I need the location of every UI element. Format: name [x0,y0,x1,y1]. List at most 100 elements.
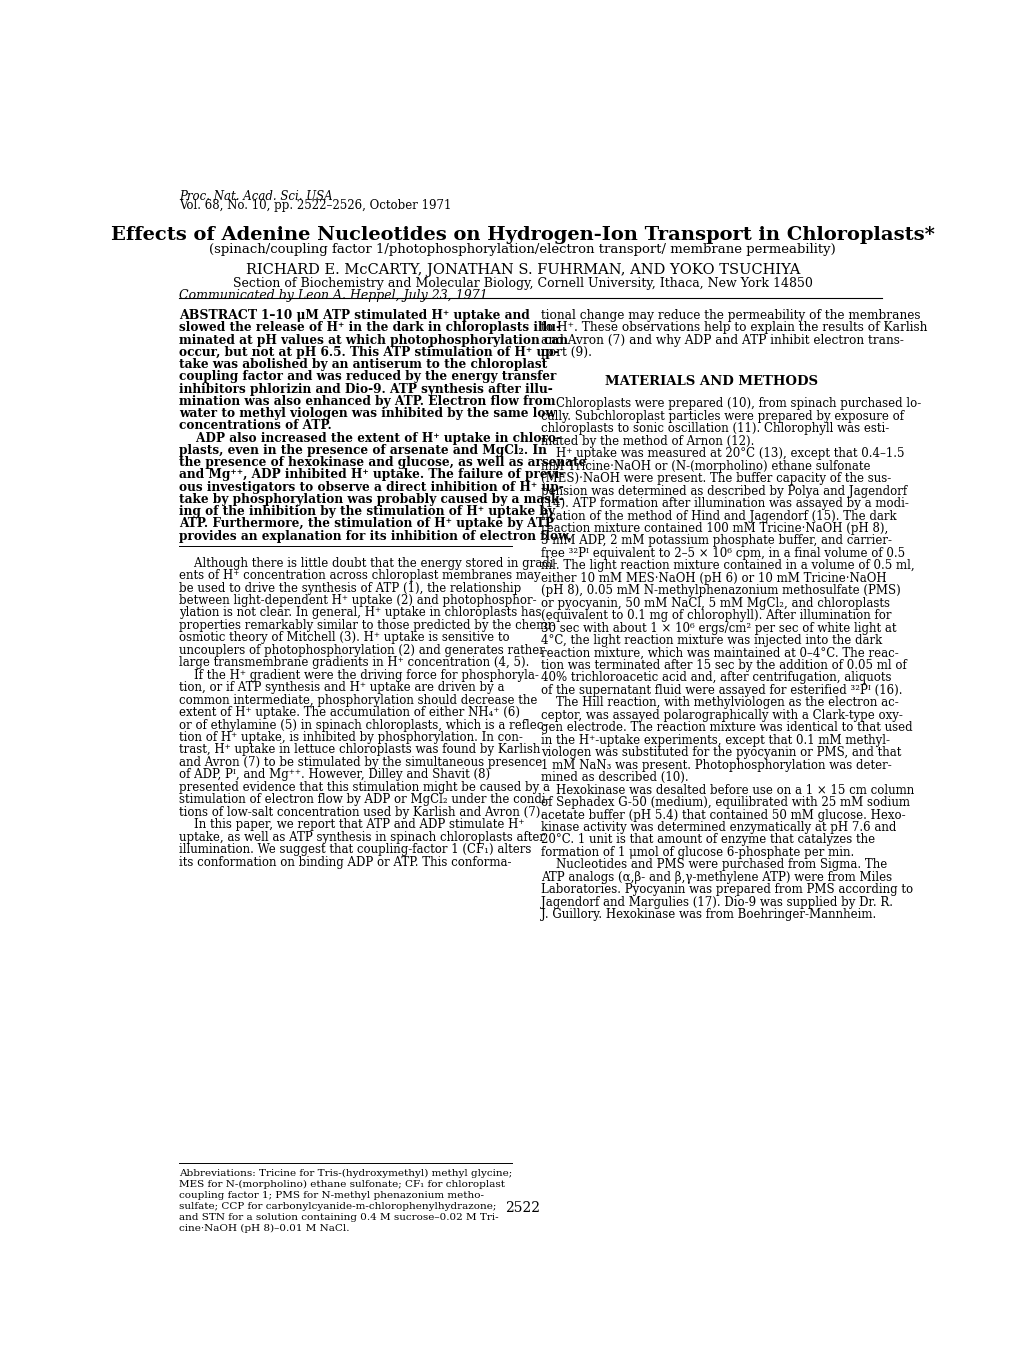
Text: provides an explanation for its inhibition of electron flow.: provides an explanation for its inhibiti… [178,529,571,543]
Text: in the H⁺-uptake experiments, except that 0.1 mM methyl-: in the H⁺-uptake experiments, except tha… [540,733,889,747]
Text: and Mg⁺⁺, ADP inhibited H⁺ uptake. The failure of previ-: and Mg⁺⁺, ADP inhibited H⁺ uptake. The f… [178,469,564,481]
Text: MATERIALS AND METHODS: MATERIALS AND METHODS [604,376,817,388]
Text: MES for N-(morpholino) ethane sulfonate; CF₁ for chloroplast: MES for N-(morpholino) ethane sulfonate;… [178,1179,504,1189]
Text: (MES)·NaOH were present. The buffer capacity of the sus-: (MES)·NaOH were present. The buffer capa… [540,472,891,485]
Text: cine·NaOH (pH 8)–0.01 M NaCl.: cine·NaOH (pH 8)–0.01 M NaCl. [178,1224,350,1233]
Text: kinase activity was determined enzymatically at pH 7.6 and: kinase activity was determined enzymatic… [540,821,896,834]
Text: Abbreviations: Tricine for Tris-(hydroxymethyl) methyl glycine;: Abbreviations: Tricine for Tris-(hydroxy… [178,1168,512,1178]
Text: and Avron (7) and why ADP and ATP inhibit electron trans-: and Avron (7) and why ADP and ATP inhibi… [540,333,903,347]
Text: free ³²Pᴵ equivalent to 2–5 × 10⁶ cpm, in a final volume of 0.5: free ³²Pᴵ equivalent to 2–5 × 10⁶ cpm, i… [540,547,904,559]
Text: its conformation on binding ADP or ATP. This conforma-: its conformation on binding ADP or ATP. … [178,856,511,869]
Text: coupling factor 1; PMS for N-methyl phenazonium metho-: coupling factor 1; PMS for N-methyl phen… [178,1190,483,1200]
Text: mined as described (10).: mined as described (10). [540,771,688,784]
Text: occur, but not at pH 6.5. This ATP stimulation of H⁺ up-: occur, but not at pH 6.5. This ATP stimu… [178,345,558,359]
Text: (pH 8), 0.05 mM N-methylphenazonium methosulfate (PMS): (pH 8), 0.05 mM N-methylphenazonium meth… [540,584,900,598]
Text: minated at pH values at which photophosphorylation can: minated at pH values at which photophosp… [178,333,568,347]
Text: ceptor, was assayed polarographically with a Clark-type oxy-: ceptor, was assayed polarographically wi… [540,709,902,723]
Text: and STN for a solution containing 0.4 M sucrose–0.02 M Tri-: and STN for a solution containing 0.4 M … [178,1213,498,1222]
Text: ents of H⁺ concentration across chloroplast membranes may: ents of H⁺ concentration across chloropl… [178,569,540,583]
Text: tions of low-salt concentration used by Karlish and Avron (7).: tions of low-salt concentration used by … [178,806,543,818]
Text: slowed the release of H⁺ in the dark in chloroplasts illu-: slowed the release of H⁺ in the dark in … [178,321,560,335]
Text: ADP also increased the extent of H⁺ uptake in chloro-: ADP also increased the extent of H⁺ upta… [178,432,560,444]
Text: (equivalent to 0.1 mg of chlorophyll). After illumination for: (equivalent to 0.1 mg of chlorophyll). A… [540,609,891,622]
Text: of Sephadex G-50 (medium), equilibrated with 25 mM sodium: of Sephadex G-50 (medium), equilibrated … [540,797,909,809]
Text: reaction mixture, which was maintained at 0–4°C. The reac-: reaction mixture, which was maintained a… [540,647,898,659]
Text: stimulation of electron flow by ADP or MgCl₂ under the condi-: stimulation of electron flow by ADP or M… [178,794,549,806]
Text: trast, H⁺ uptake in lettuce chloroplasts was found by Karlish: trast, H⁺ uptake in lettuce chloroplasts… [178,743,540,757]
Text: Proc. Nat. Acad. Sci. USA: Proc. Nat. Acad. Sci. USA [178,189,332,203]
Text: properties remarkably similar to those predicted by the chemi-: properties remarkably similar to those p… [178,618,554,632]
Text: Chloroplasts were prepared (10), from spinach purchased lo-: Chloroplasts were prepared (10), from sp… [540,398,920,410]
Text: 1 mM NaN₃ was present. Photophosphorylation was deter-: 1 mM NaN₃ was present. Photophosphorylat… [540,758,891,772]
Text: (spinach/coupling factor 1/photophosphorylation/electron transport/ membrane per: (spinach/coupling factor 1/photophosphor… [209,243,836,255]
Text: take was abolished by an antiserum to the chloroplast: take was abolished by an antiserum to th… [178,358,546,372]
Text: Effects of Adenine Nucleotides on Hydrogen-Ion Transport in Chloroplasts*: Effects of Adenine Nucleotides on Hydrog… [111,226,933,244]
Text: or of ethylamine (5) in spinach chloroplasts, which is a reflec-: or of ethylamine (5) in spinach chloropl… [178,718,547,732]
Text: coupling factor and was reduced by the energy transfer: coupling factor and was reduced by the e… [178,370,555,384]
Text: 2522: 2522 [504,1201,540,1215]
Text: acetate buffer (pH 5.4) that contained 50 mM glucose. Hexo-: acetate buffer (pH 5.4) that contained 5… [540,809,905,821]
Text: 40% trichloroacetic acid and, after centrifugation, aliquots: 40% trichloroacetic acid and, after cent… [540,672,891,684]
Text: ylation is not clear. In general, H⁺ uptake in chloroplasts has: ylation is not clear. In general, H⁺ upt… [178,606,541,620]
Text: plasts, even in the presence of arsenate and MgCl₂. In: plasts, even in the presence of arsenate… [178,444,546,457]
Text: If the H⁺ gradient were the driving force for phosphoryla-: If the H⁺ gradient were the driving forc… [178,669,538,681]
Text: ATP. Furthermore, the stimulation of H⁺ uptake by ATP: ATP. Furthermore, the stimulation of H⁺ … [178,517,553,531]
Text: Vol. 68, No. 10, pp. 2522–2526, October 1971: Vol. 68, No. 10, pp. 2522–2526, October … [178,199,450,213]
Text: mM Tricine·NaOH or (N-(morpholino) ethane sulfonate: mM Tricine·NaOH or (N-(morpholino) ethan… [540,459,869,473]
Text: ous investigators to observe a direct inhibition of H⁺ up-: ous investigators to observe a direct in… [178,481,564,494]
Text: The Hill reaction, with methylviologen as the electron ac-: The Hill reaction, with methylviologen a… [540,696,898,709]
Text: osmotic theory of Mitchell (3). H⁺ uptake is sensitive to: osmotic theory of Mitchell (3). H⁺ uptak… [178,631,510,644]
Text: port (9).: port (9). [540,345,591,359]
Text: tion of H⁺ uptake, is inhibited by phosphorylation. In con-: tion of H⁺ uptake, is inhibited by phosp… [178,731,523,744]
Text: 30 sec with about 1 × 10⁶ ergs/cm² per sec of white light at: 30 sec with about 1 × 10⁶ ergs/cm² per s… [540,621,896,635]
Text: to H⁺. These observations help to explain the results of Karlish: to H⁺. These observations help to explai… [540,321,926,335]
Text: ing of the inhibition by the stimulation of H⁺ uptake by: ing of the inhibition by the stimulation… [178,505,554,518]
Text: be used to drive the synthesis of ATP (1), the relationship: be used to drive the synthesis of ATP (1… [178,581,521,595]
Text: cally. Subchloroplast particles were prepared by exposure of: cally. Subchloroplast particles were pre… [540,410,903,422]
Text: reaction mixture contained 100 mM Tricine·NaOH (pH 8),: reaction mixture contained 100 mM Tricin… [540,522,888,535]
Text: tion, or if ATP synthesis and H⁺ uptake are driven by a: tion, or if ATP synthesis and H⁺ uptake … [178,681,503,694]
Text: either 10 mM MES·NaOH (pH 6) or 10 mM Tricine·NaOH: either 10 mM MES·NaOH (pH 6) or 10 mM Tr… [540,572,886,585]
Text: common intermediate, phosphorylation should decrease the: common intermediate, phosphorylation sho… [178,694,537,706]
Text: the presence of hexokinase and glucose, as well as arsenate: the presence of hexokinase and glucose, … [178,457,586,469]
Text: 4°C, the light reaction mixture was injected into the dark: 4°C, the light reaction mixture was inje… [540,635,881,647]
Text: Laboratories. Pyocyanin was prepared from PMS according to: Laboratories. Pyocyanin was prepared fro… [540,883,912,897]
Text: formation of 1 μmol of glucose 6-phosphate per min.: formation of 1 μmol of glucose 6-phospha… [540,846,853,858]
Text: large transmembrane gradients in H⁺ concentration (4, 5).: large transmembrane gradients in H⁺ conc… [178,657,529,669]
Text: concentrations of ATP.: concentrations of ATP. [178,420,331,432]
Text: inhibitors phlorizin and Dio-9. ATP synthesis after illu-: inhibitors phlorizin and Dio-9. ATP synt… [178,383,552,396]
Text: uptake, as well as ATP synthesis in spinach chloroplasts after: uptake, as well as ATP synthesis in spin… [178,831,544,843]
Text: J. Guillory. Hexokinase was from Boehringer-Mannheim.: J. Guillory. Hexokinase was from Boehrin… [540,908,875,921]
Text: Section of Biochemistry and Molecular Biology, Cornell University, Ithaca, New Y: Section of Biochemistry and Molecular Bi… [232,277,812,291]
Text: illumination. We suggest that coupling-factor 1 (CF₁) alters: illumination. We suggest that coupling-f… [178,843,531,856]
Text: sulfate; CCP for carbonylcyanide-m-chlorophenylhydrazone;: sulfate; CCP for carbonylcyanide-m-chlor… [178,1202,496,1211]
Text: H⁺ uptake was measured at 20°C (13), except that 0.4–1.5: H⁺ uptake was measured at 20°C (13), exc… [540,447,904,461]
Text: Nucleotides and PMS were purchased from Sigma. The: Nucleotides and PMS were purchased from … [540,858,887,872]
Text: of the supernatant fluid were assayed for esterified ³²Pᴵ (16).: of the supernatant fluid were assayed fo… [540,684,902,696]
Text: extent of H⁺ uptake. The accumulation of either NH₄⁺ (6): extent of H⁺ uptake. The accumulation of… [178,706,520,718]
Text: ABSTRACT: ABSTRACT [178,308,257,322]
Text: (14). ATP formation after illumination was assayed by a modi-: (14). ATP formation after illumination w… [540,498,908,510]
Text: mated by the method of Arnon (12).: mated by the method of Arnon (12). [540,435,754,448]
Text: uncouplers of photophosphorylation (2) and generates rather: uncouplers of photophosphorylation (2) a… [178,644,544,657]
Text: Although there is little doubt that the energy stored in gradi-: Although there is little doubt that the … [178,557,556,569]
Text: water to methyl viologen was inhibited by the same low: water to methyl viologen was inhibited b… [178,407,555,420]
Text: 20°C. 1 unit is that amount of enzyme that catalyzes the: 20°C. 1 unit is that amount of enzyme th… [540,834,874,846]
Text: pension was determined as described by Polya and Jagendorf: pension was determined as described by P… [540,484,906,498]
Text: Communicated by Leon A. Heppel, July 23, 1971: Communicated by Leon A. Heppel, July 23,… [178,289,487,302]
Text: ml. The light reaction mixture contained in a volume of 0.5 ml,: ml. The light reaction mixture contained… [540,559,914,572]
Text: take by phosphorylation was probably caused by a mask-: take by phosphorylation was probably cau… [178,492,564,506]
Text: tion was terminated after 15 sec by the addition of 0.05 ml of: tion was terminated after 15 sec by the … [540,659,906,672]
Text: In this paper, we report that ATP and ADP stimulate H⁺: In this paper, we report that ATP and AD… [178,818,524,831]
Text: gen electrode. The reaction mixture was identical to that used: gen electrode. The reaction mixture was … [540,721,912,735]
Text: between light-dependent H⁺ uptake (2) and photophosphor-: between light-dependent H⁺ uptake (2) an… [178,594,536,607]
Text: viologen was substituted for the pyocyanin or PMS, and that: viologen was substituted for the pyocyan… [540,746,901,760]
Text: RICHARD E. McCARTY, JONATHAN S. FUHRMAN, AND YOKO TSUCHIYA: RICHARD E. McCARTY, JONATHAN S. FUHRMAN,… [246,263,799,277]
Text: fication of the method of Hind and Jagendorf (15). The dark: fication of the method of Hind and Jagen… [540,510,896,522]
Text: and Avron (7) to be stimulated by the simultaneous presence: and Avron (7) to be stimulated by the si… [178,755,542,769]
Text: 3 mM ADP, 2 mM potassium phosphate buffer, and carrier-: 3 mM ADP, 2 mM potassium phosphate buffe… [540,535,891,547]
Text: or pyocyanin, 50 mM NaCl, 5 mM MgCl₂, and chloroplasts: or pyocyanin, 50 mM NaCl, 5 mM MgCl₂, an… [540,596,889,610]
Text: 1–10 μM ATP stimulated H⁺ uptake and: 1–10 μM ATP stimulated H⁺ uptake and [261,308,529,322]
Text: Jagendorf and Margulies (17). Dio-9 was supplied by Dr. R.: Jagendorf and Margulies (17). Dio-9 was … [540,895,892,909]
Text: tional change may reduce the permeability of the membranes: tional change may reduce the permeabilit… [540,308,919,322]
